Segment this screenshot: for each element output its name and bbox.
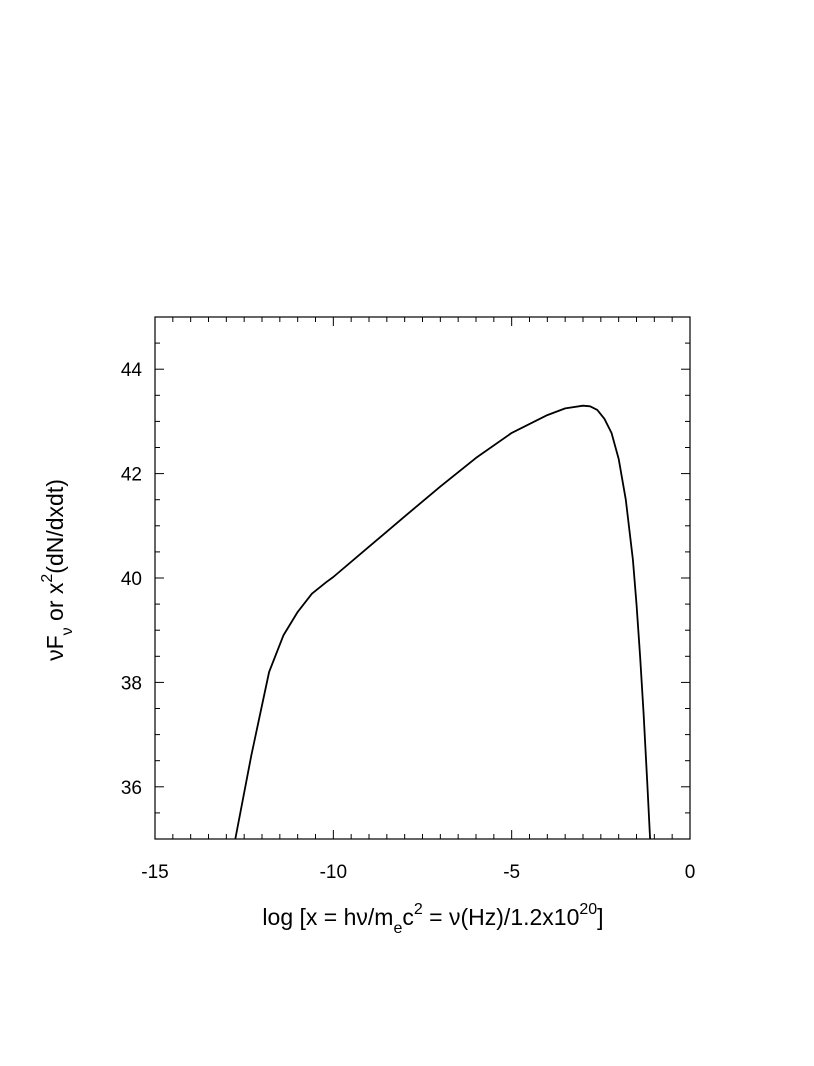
y-tick-label: 38 (121, 673, 142, 694)
y-tick-label: 44 (121, 360, 143, 381)
ticks (154, 316, 691, 840)
x-tick-label: 0 (685, 862, 696, 883)
series-line (234, 404, 651, 840)
nu-symbol: ν (449, 904, 461, 930)
nu-symbol: ν (42, 649, 68, 661)
x-axis-title: log [x = hν/mec2 = ν(Hz)/1.2x1020] (262, 901, 603, 937)
x-tick-label: -15 (141, 862, 168, 883)
series (234, 404, 651, 840)
y-tick-label: 40 (121, 569, 142, 590)
x-tick-label: -10 (320, 862, 347, 883)
tick-labels: -15 -10 -5 0 36 38 40 42 44 (121, 360, 695, 883)
y-tick-label: 36 (121, 778, 142, 799)
nu-symbol: ν (356, 904, 368, 930)
plot-frame (154, 316, 691, 840)
y-axis-title: νFν or x2(dN/dxdt) (39, 479, 76, 661)
y-tick-label: 42 (121, 465, 142, 486)
x-tick-label: -5 (503, 862, 520, 883)
